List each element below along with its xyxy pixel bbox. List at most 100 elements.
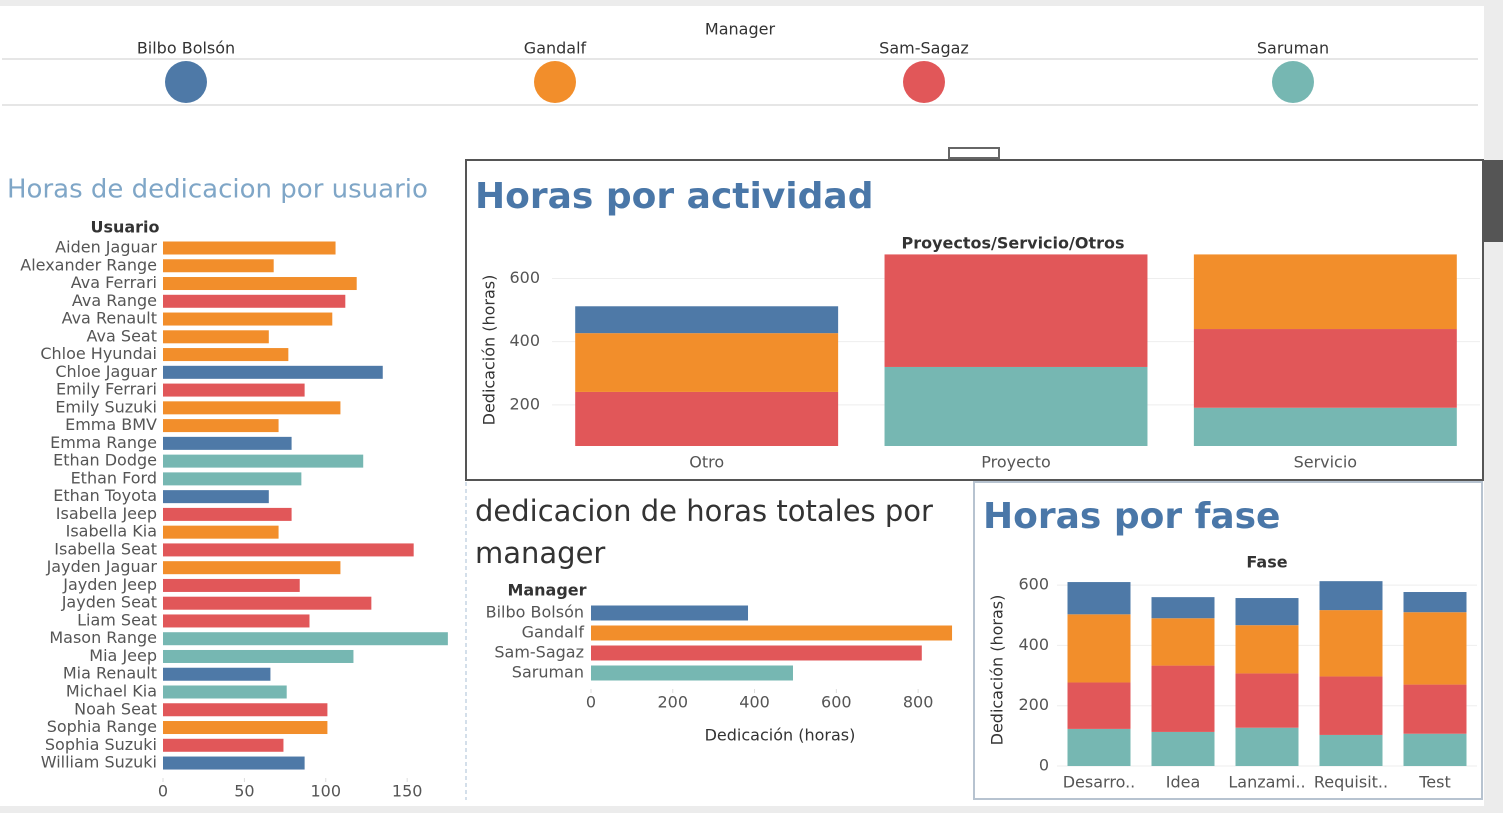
facet-header: Proyectos/Servicio/Otros — [901, 234, 1124, 253]
category-label: Aiden Jaguar — [55, 238, 157, 257]
category-label: Emily Ferrari — [56, 380, 157, 399]
y-tick-label: 400 — [509, 331, 540, 350]
x-tick-label: 0 — [158, 782, 168, 801]
bar — [163, 756, 305, 770]
bar — [163, 490, 269, 504]
bar-segment — [1067, 614, 1131, 683]
y-tick-label: 600 — [1018, 575, 1049, 594]
bar-segment — [1151, 597, 1215, 619]
bar — [591, 665, 793, 681]
category-label: Ava Seat — [87, 326, 157, 345]
category-label: Isabella Jeep — [56, 504, 157, 523]
x-axis-title: Dedicación (horas) — [705, 726, 856, 745]
legend-marker — [1272, 61, 1314, 103]
category-label: Ethan Ford — [71, 468, 157, 487]
bar — [163, 241, 336, 255]
chart-title: dedicacion de horas totales por manager — [475, 494, 933, 570]
x-tick-label: Servicio — [1294, 453, 1358, 472]
category-label: Ava Range — [72, 291, 157, 310]
bar-segment — [1151, 731, 1215, 766]
bar-segment — [1067, 728, 1131, 766]
category-label: Jayden Jeep — [62, 575, 157, 594]
chart-frame — [973, 481, 1483, 800]
bar-segment — [1403, 592, 1467, 613]
bar — [163, 419, 279, 433]
chart-title: Horas por actividad — [475, 176, 873, 217]
y-tick-label: 400 — [1018, 635, 1049, 654]
y-axis-title: Dedicación (horas) — [480, 275, 499, 426]
bar — [163, 348, 289, 362]
bar — [163, 507, 292, 521]
bar — [591, 645, 922, 661]
x-tick-label: 0 — [586, 693, 596, 712]
category-label: Bilbo Bolsón — [486, 603, 584, 622]
legend: Bilbo Bolsón Gandalf Sam-Sagaz Saruman — [137, 39, 1329, 103]
toolbar[interactable] — [1483, 160, 1503, 242]
bar-segment — [1193, 329, 1457, 408]
bar-segment — [575, 306, 839, 334]
category-label: Emily Suzuki — [55, 397, 157, 416]
bar-segment — [884, 366, 1148, 446]
category-label: Saruman — [512, 663, 584, 682]
plot — [575, 254, 1457, 446]
bar — [163, 401, 341, 415]
y-tick-label: 0 — [1039, 756, 1049, 775]
category-label: Alexander Range — [20, 255, 157, 274]
legend-marker — [534, 61, 576, 103]
x-tick-label: 600 — [821, 693, 852, 712]
bar-segment — [1319, 610, 1383, 677]
legend-title: Manager — [705, 20, 776, 39]
bar-segment — [1319, 734, 1383, 766]
bar-segment — [1151, 618, 1215, 666]
bar — [163, 685, 287, 699]
category-label: Liam Seat — [77, 610, 157, 629]
category-label: Gandalf — [522, 623, 585, 642]
x-tick-label: 400 — [739, 693, 770, 712]
bar — [163, 454, 364, 468]
y-axis-title: Dedicación (horas) — [988, 595, 1007, 746]
category-label: Isabella Kia — [66, 522, 157, 541]
x-tick-label: 800 — [903, 693, 934, 712]
y-tick-label: 200 — [509, 394, 540, 413]
legend-label: Saruman — [1257, 39, 1329, 58]
bar — [163, 525, 279, 539]
bar-segment — [1319, 676, 1383, 735]
legend-label: Sam-Sagaz — [879, 39, 969, 58]
x-tick-label: Idea — [1166, 773, 1201, 792]
bar — [163, 596, 372, 610]
bar-segment — [1319, 581, 1383, 611]
category-label: Ava Renault — [62, 309, 157, 328]
frame-edge — [0, 0, 1503, 6]
category-label: Isabella Seat — [54, 539, 157, 558]
x-tick-label: 100 — [311, 782, 342, 801]
bar-segment — [575, 391, 839, 446]
bar-segment — [1067, 582, 1131, 615]
category-label: Michael Kia — [66, 682, 157, 701]
category-label: Mia Jeep — [89, 646, 157, 665]
category-label: Jayden Seat — [61, 593, 157, 612]
legend-marker — [903, 61, 945, 103]
selected-frame — [465, 159, 1484, 481]
x-tick-label: 50 — [234, 782, 254, 801]
bar-segment — [1235, 598, 1299, 626]
bar — [163, 259, 274, 273]
x-tick-label: Lanzami.. — [1228, 773, 1305, 792]
y-tick-label: 600 — [509, 268, 540, 287]
bar-segment — [1235, 673, 1299, 728]
bar-segment — [1193, 254, 1457, 330]
drag-handle[interactable] — [948, 147, 1000, 159]
category-label: Ethan Dodge — [53, 451, 157, 470]
frame-edge — [0, 806, 1503, 813]
x-tick-label: Otro — [689, 453, 724, 472]
bar — [163, 738, 284, 752]
bar — [163, 383, 305, 397]
bar-segment — [1193, 407, 1457, 446]
bar-segment — [1151, 665, 1215, 732]
bar — [163, 330, 269, 344]
bar — [163, 649, 354, 663]
bar-segment — [1235, 625, 1299, 674]
bar-segment — [575, 333, 839, 392]
bar — [163, 312, 333, 326]
bar-segment — [1403, 612, 1467, 685]
